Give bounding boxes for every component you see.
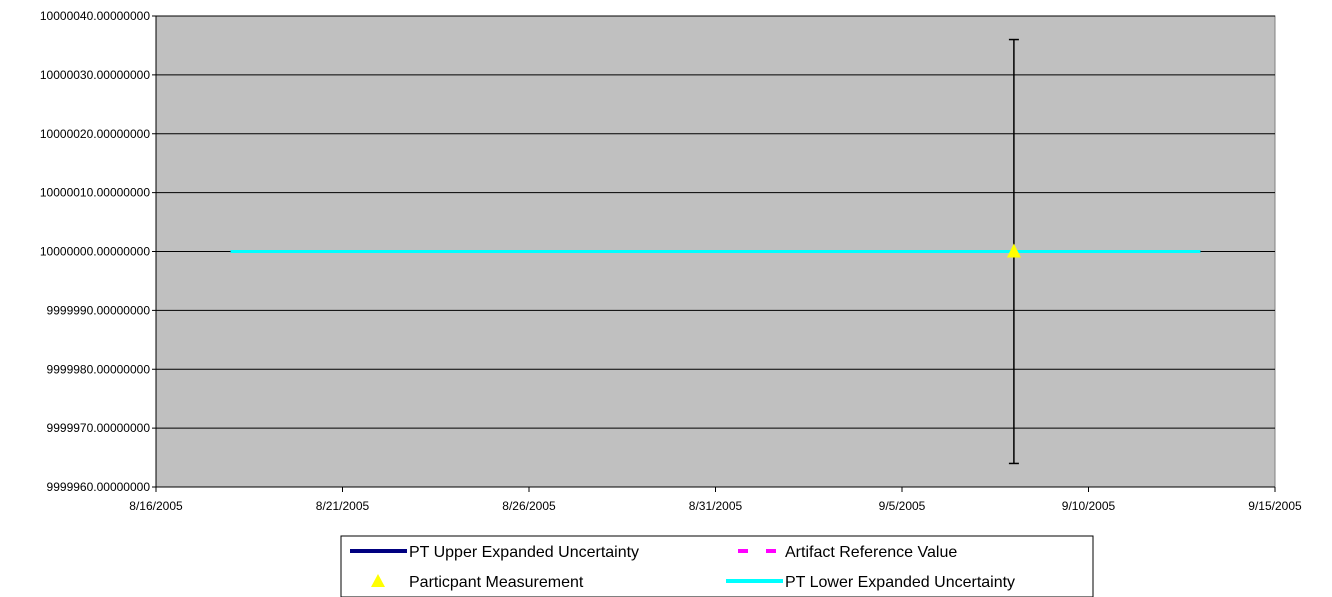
y-tick-label: 10000020.00000000 [40,127,150,141]
y-tick-label: 10000030.00000000 [40,68,150,82]
x-tick-label: 9/5/2005 [879,499,926,513]
legend-label: Artifact Reference Value [785,544,957,561]
legend: PT Upper Expanded Uncertainty Artifact Re… [340,535,1094,597]
y-tick-label: 9999980.00000000 [47,362,151,376]
x-tick-label: 8/21/2005 [316,499,370,513]
y-tick-label: 10000040.00000000 [40,9,150,23]
x-tick-label: 8/26/2005 [502,499,556,513]
y-tick-label: 9999990.00000000 [47,303,151,317]
series [230,38,1201,465]
legend-label: PT Upper Expanded Uncertainty [409,544,639,561]
legend-marker [371,574,385,587]
y-tick-label: 10000010.00000000 [40,186,150,200]
y-tick-label: 10000000.00000000 [40,245,150,259]
legend-label: PT Lower Expanded Uncertainty [785,574,1015,591]
x-axis: 8/16/2005 8/21/2005 8/26/2005 8/31/2005 9/5/… [129,486,1302,513]
x-tick-label: 9/15/2005 [1248,499,1302,513]
y-tick-label: 9999960.00000000 [47,480,151,494]
x-tick-label: 9/10/2005 [1062,499,1116,513]
y-axis: 9999960.00000000 9999970.00000000 9999980.… [40,9,157,494]
legend-label: Particpant Measurement [409,574,584,591]
data-point [1006,243,1021,258]
y-tick-label: 9999970.00000000 [47,421,151,435]
legend-box [340,535,1094,597]
x-tick-label: 8/16/2005 [129,499,183,513]
x-tick-label: 8/31/2005 [689,499,743,513]
